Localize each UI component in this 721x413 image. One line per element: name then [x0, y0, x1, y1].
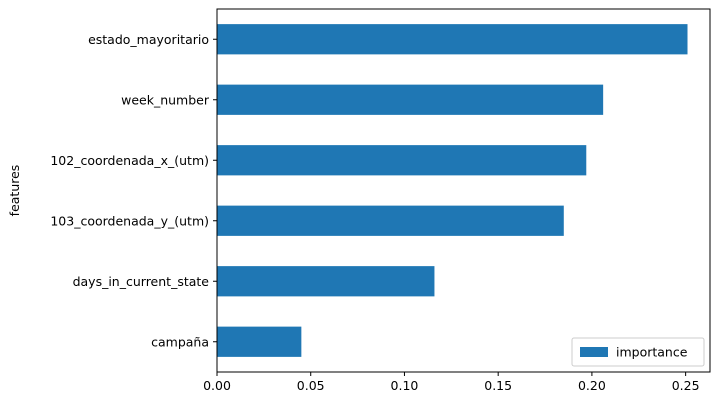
x-tick-label: 0.15 — [484, 378, 512, 393]
bars-group — [217, 24, 688, 357]
legend-box — [571, 337, 705, 367]
y-tick-label: campaña — [151, 334, 209, 349]
bar-5 — [217, 326, 302, 357]
y-tick-label: days_in_current_state — [73, 274, 210, 289]
legend-swatch — [580, 347, 608, 357]
plot-frame — [216, 8, 711, 373]
y-axis-label: features — [7, 165, 22, 217]
y-tick-label: 103_coordenada_y_(utm) — [50, 213, 209, 228]
legend-label: importance — [616, 345, 688, 360]
bar-1 — [217, 84, 604, 115]
x-tick-label: 0.10 — [391, 378, 419, 393]
legend: importance — [571, 337, 705, 367]
x-tick-label: 0.20 — [578, 378, 606, 393]
bar-0 — [217, 24, 688, 55]
y-tick-label: estado_mayoritario — [88, 32, 209, 47]
x-tick-label: 0.00 — [203, 378, 231, 393]
bar-4 — [217, 266, 435, 297]
y-tick-label: week_number — [121, 92, 210, 107]
y-tick-label: 102_coordenada_x_(utm) — [50, 153, 209, 168]
y-axis: estado_mayoritario week_number 102_coorden… — [50, 32, 217, 349]
x-tick-label: 0.05 — [297, 378, 325, 393]
x-axis: 0.00 0.05 0.10 0.15 0.20 0.25 — [203, 372, 700, 393]
bar-2 — [217, 145, 587, 176]
x-tick-label: 0.25 — [672, 378, 700, 393]
bar-3 — [217, 205, 564, 236]
